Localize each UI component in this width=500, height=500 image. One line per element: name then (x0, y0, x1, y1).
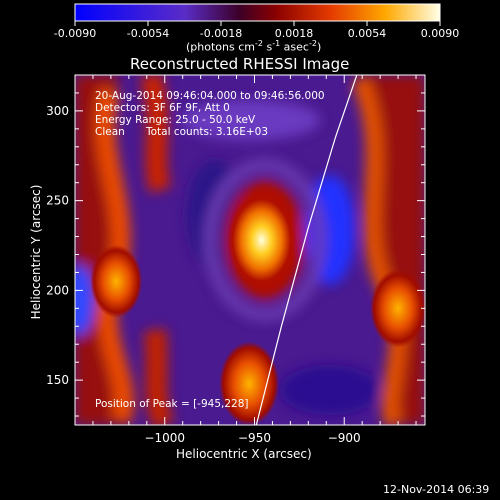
colorbar-tick-label: 0.0054 (348, 27, 387, 40)
colorbar-tick-label: 0.0090 (421, 27, 460, 40)
x-tick-label: −950 (238, 431, 271, 445)
colorbar-tick-label: -0.0090 (54, 27, 96, 40)
source-blob-1 (227, 192, 296, 289)
source-blobs (90, 192, 425, 425)
annotation-method: Clean (95, 126, 125, 138)
annotation-peak: Position of Peak = [-945,228] (95, 398, 249, 410)
axis-ticks: −1000 −950 −900 150 200 250 300 (46, 74, 425, 445)
x-tick-label: −900 (328, 431, 361, 445)
source-blob-2 (219, 341, 280, 425)
footer-timestamp: 12-Nov-2014 06:39 (383, 483, 490, 496)
annotation-counts: Total counts: 3.16E+03 (146, 126, 269, 138)
x-tick-label: −1000 (144, 431, 185, 445)
y-tick-label: 250 (46, 194, 69, 208)
annotation-detectors: Detectors: 3F 6F 9F, Att 0 (95, 102, 230, 114)
x-axis-label: Heliocentric X (arcsec) (176, 447, 312, 461)
y-tick-label: 150 (46, 373, 69, 387)
annotation-energy: Energy Range: 25.0 - 50.0 keV (95, 114, 256, 126)
colorbar-ticks: -0.0090 -0.0054 -0.0018 0.0018 0.0054 0.0090 (54, 21, 459, 40)
chart-title: Reconstructed RHESSI Image (130, 55, 350, 73)
annotation-time-range: 20-Aug-2014 09:46:04.000 to 09:46:56.000 (95, 90, 325, 102)
colorbar (74, 3, 441, 22)
colorbar-tick-label: -0.0054 (127, 27, 169, 40)
solar-limb-line (255, 75, 358, 425)
y-tick-label: 300 (46, 104, 69, 118)
y-axis-label: Heliocentric Y (arcsec) (29, 184, 43, 320)
colorbar-tick-label: 0.0018 (275, 27, 314, 40)
source-blob-4 (90, 244, 143, 318)
plot-frame (74, 74, 426, 426)
heatmap-image (75, 75, 425, 425)
colorbar-unit-label: (photons cm-2 s-1 asec-2) (186, 39, 322, 54)
colorbar-tick-label: -0.0018 (200, 27, 242, 40)
y-tick-label: 200 (46, 283, 69, 297)
source-blob-3 (370, 269, 425, 348)
